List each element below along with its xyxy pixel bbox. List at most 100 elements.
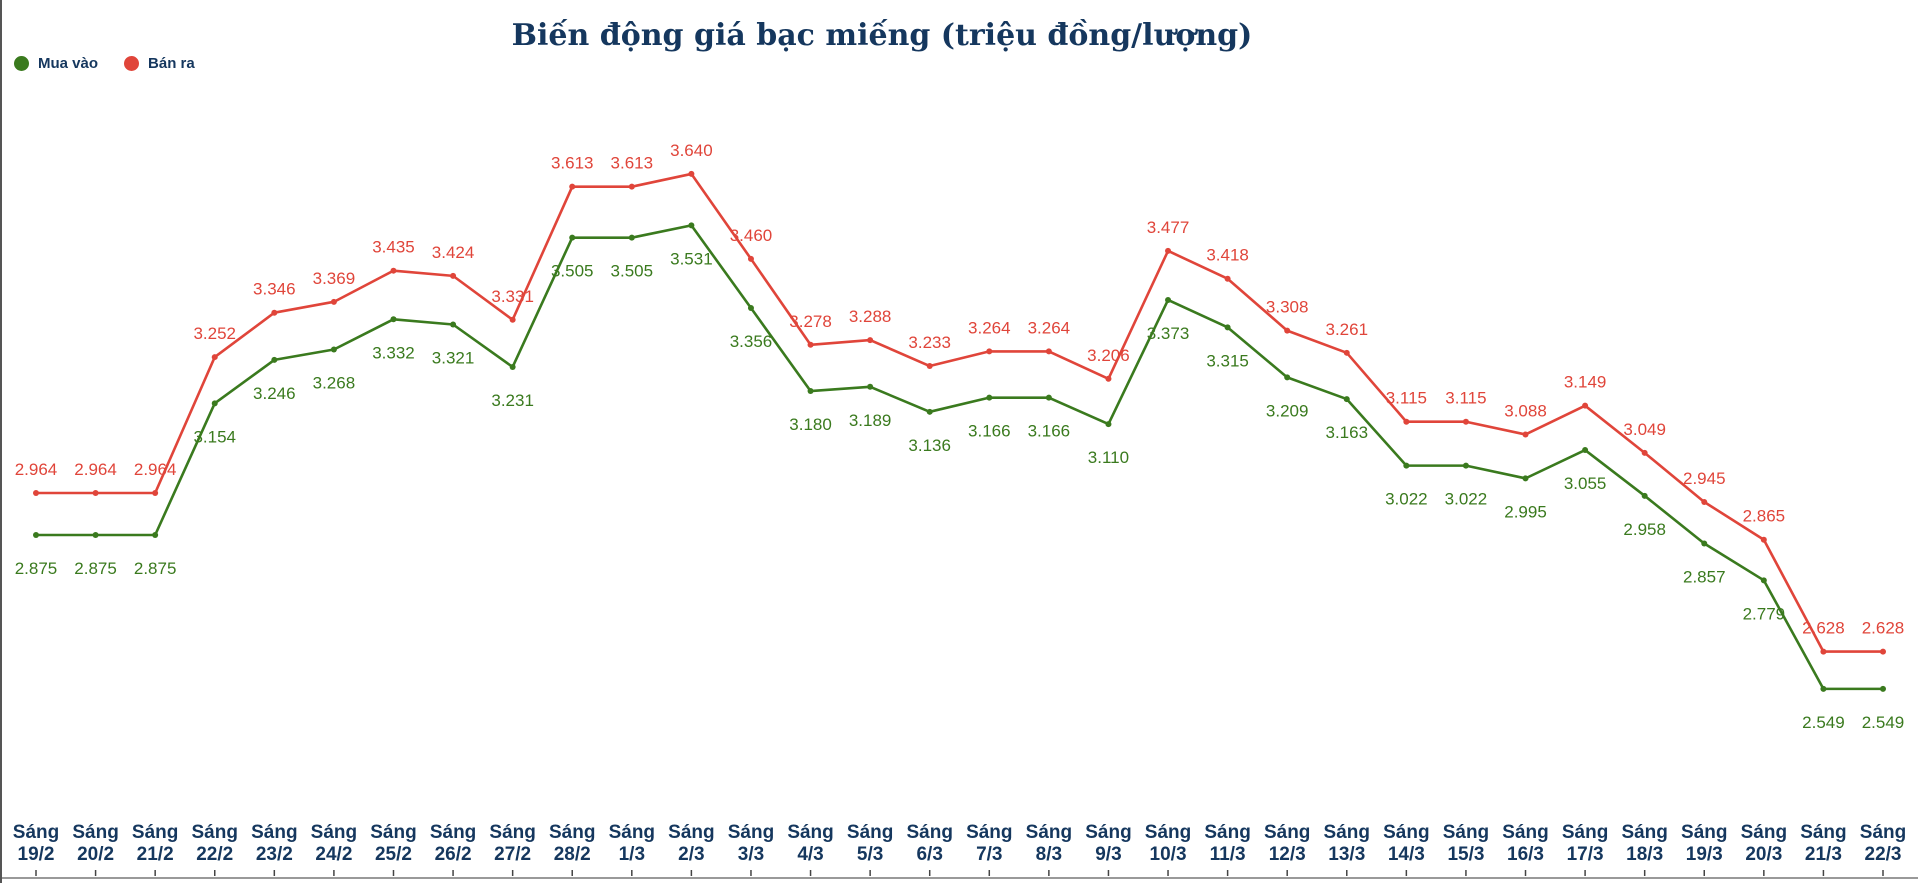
data-point [986, 394, 993, 401]
data-point [747, 255, 754, 262]
legend-item-mua-vao: Mua vào [14, 55, 98, 72]
data-point [1343, 349, 1350, 356]
data-point [33, 490, 39, 496]
data-label: 3.166 [968, 422, 1011, 441]
data-point [1760, 536, 1767, 543]
data-point [33, 532, 39, 539]
data-point [271, 356, 278, 363]
x-tick-label: 20/3 [1745, 844, 1782, 865]
data-label: 2.549 [1802, 713, 1845, 732]
data-label: 3.424 [432, 243, 475, 262]
x-tick-label: 16/3 [1507, 844, 1544, 865]
data-label: 3.246 [253, 384, 296, 403]
data-point [1522, 431, 1529, 438]
data-label: 3.308 [1266, 298, 1309, 317]
x-tick-label: Sáng [489, 822, 535, 843]
data-label: 2.779 [1743, 604, 1786, 623]
data-label: 3.418 [1206, 246, 1249, 265]
x-tick-label: Sáng [1621, 822, 1667, 843]
data-label: 2.549 [1862, 713, 1905, 732]
data-point [450, 272, 457, 279]
data-point [1284, 327, 1291, 334]
data-point [1880, 648, 1886, 655]
data-point [1165, 296, 1172, 303]
data-label: 3.022 [1385, 490, 1428, 509]
x-tick-label: Sáng [1443, 822, 1489, 843]
x-tick-label: Sáng [549, 822, 595, 843]
data-label: 2.958 [1623, 520, 1666, 539]
x-tick-label: 6/3 [916, 844, 942, 865]
x-tick-label: 7/3 [976, 844, 1002, 865]
x-tick-label: Sáng [787, 822, 833, 843]
data-point [867, 383, 874, 390]
data-label: 3.209 [1266, 401, 1309, 420]
x-tick-label: 19/2 [18, 844, 55, 865]
data-point [1701, 540, 1708, 547]
x-tick-label: Sáng [13, 822, 59, 843]
data-label: 2.875 [134, 559, 177, 578]
x-tick-label: Sáng [192, 822, 238, 843]
data-point [867, 337, 874, 344]
data-point [509, 316, 516, 323]
x-tick-label: Sáng [609, 822, 655, 843]
data-point [330, 298, 337, 305]
data-point [1641, 449, 1648, 456]
data-label: 3.049 [1623, 420, 1666, 439]
data-point [1880, 685, 1886, 692]
data-point [1760, 577, 1767, 584]
x-tick-label: Sáng [906, 822, 952, 843]
x-tick-label: 12/3 [1269, 844, 1306, 865]
x-tick-label: 26/2 [435, 844, 472, 865]
data-label: 2.857 [1683, 568, 1726, 587]
legend-marker-icon [14, 56, 29, 71]
data-label: 3.088 [1504, 401, 1547, 420]
data-label: 3.356 [730, 332, 773, 351]
x-tick-label: Sáng [311, 822, 357, 843]
data-point [1105, 375, 1112, 382]
data-label: 2.875 [74, 559, 117, 578]
x-tick-label: 25/2 [375, 844, 412, 865]
data-point [211, 354, 218, 361]
data-point [271, 309, 278, 316]
data-point [1522, 475, 1529, 482]
data-point [390, 267, 397, 274]
x-tick-label: Sáng [1204, 822, 1250, 843]
x-tick-label: Sáng [1145, 822, 1191, 843]
x-tick-label: 13/3 [1328, 844, 1365, 865]
data-label: 3.531 [670, 249, 713, 268]
data-point [1224, 275, 1231, 282]
x-tick-label: 23/2 [256, 844, 293, 865]
x-tick-label: 24/2 [315, 844, 352, 865]
x-tick-label: 18/3 [1626, 844, 1663, 865]
data-point [1165, 247, 1172, 254]
data-point [1224, 324, 1231, 331]
x-tick-label: Sáng [1324, 822, 1370, 843]
data-point [92, 490, 99, 496]
x-tick-label: Sáng [966, 822, 1012, 843]
x-tick-label: Sáng [72, 822, 118, 843]
x-tick-label: Sáng [1800, 822, 1846, 843]
data-label: 3.331 [491, 287, 534, 306]
data-point [92, 532, 99, 539]
data-label: 3.261 [1326, 320, 1369, 339]
data-label: 3.505 [551, 262, 594, 281]
legend-label: Bán ra [148, 55, 195, 72]
x-tick-label: 11/3 [1210, 844, 1246, 865]
data-label: 3.233 [908, 333, 951, 352]
data-label: 3.288 [849, 307, 892, 326]
x-tick-label: Sáng [370, 822, 416, 843]
data-label: 2.628 [1802, 619, 1845, 638]
data-point [747, 304, 754, 311]
x-tick-label: 15/3 [1447, 844, 1484, 865]
data-label: 2.865 [1743, 507, 1786, 526]
data-point [1820, 648, 1827, 655]
data-label: 3.268 [313, 374, 356, 393]
data-label: 2.964 [74, 460, 117, 479]
data-label: 3.460 [730, 226, 773, 245]
data-point [390, 316, 397, 323]
data-point [807, 341, 814, 348]
data-label: 3.163 [1326, 423, 1369, 442]
data-point [1582, 447, 1589, 454]
legend-item-ban-ra: Bán ra [124, 55, 195, 72]
data-label: 3.110 [1088, 448, 1129, 467]
